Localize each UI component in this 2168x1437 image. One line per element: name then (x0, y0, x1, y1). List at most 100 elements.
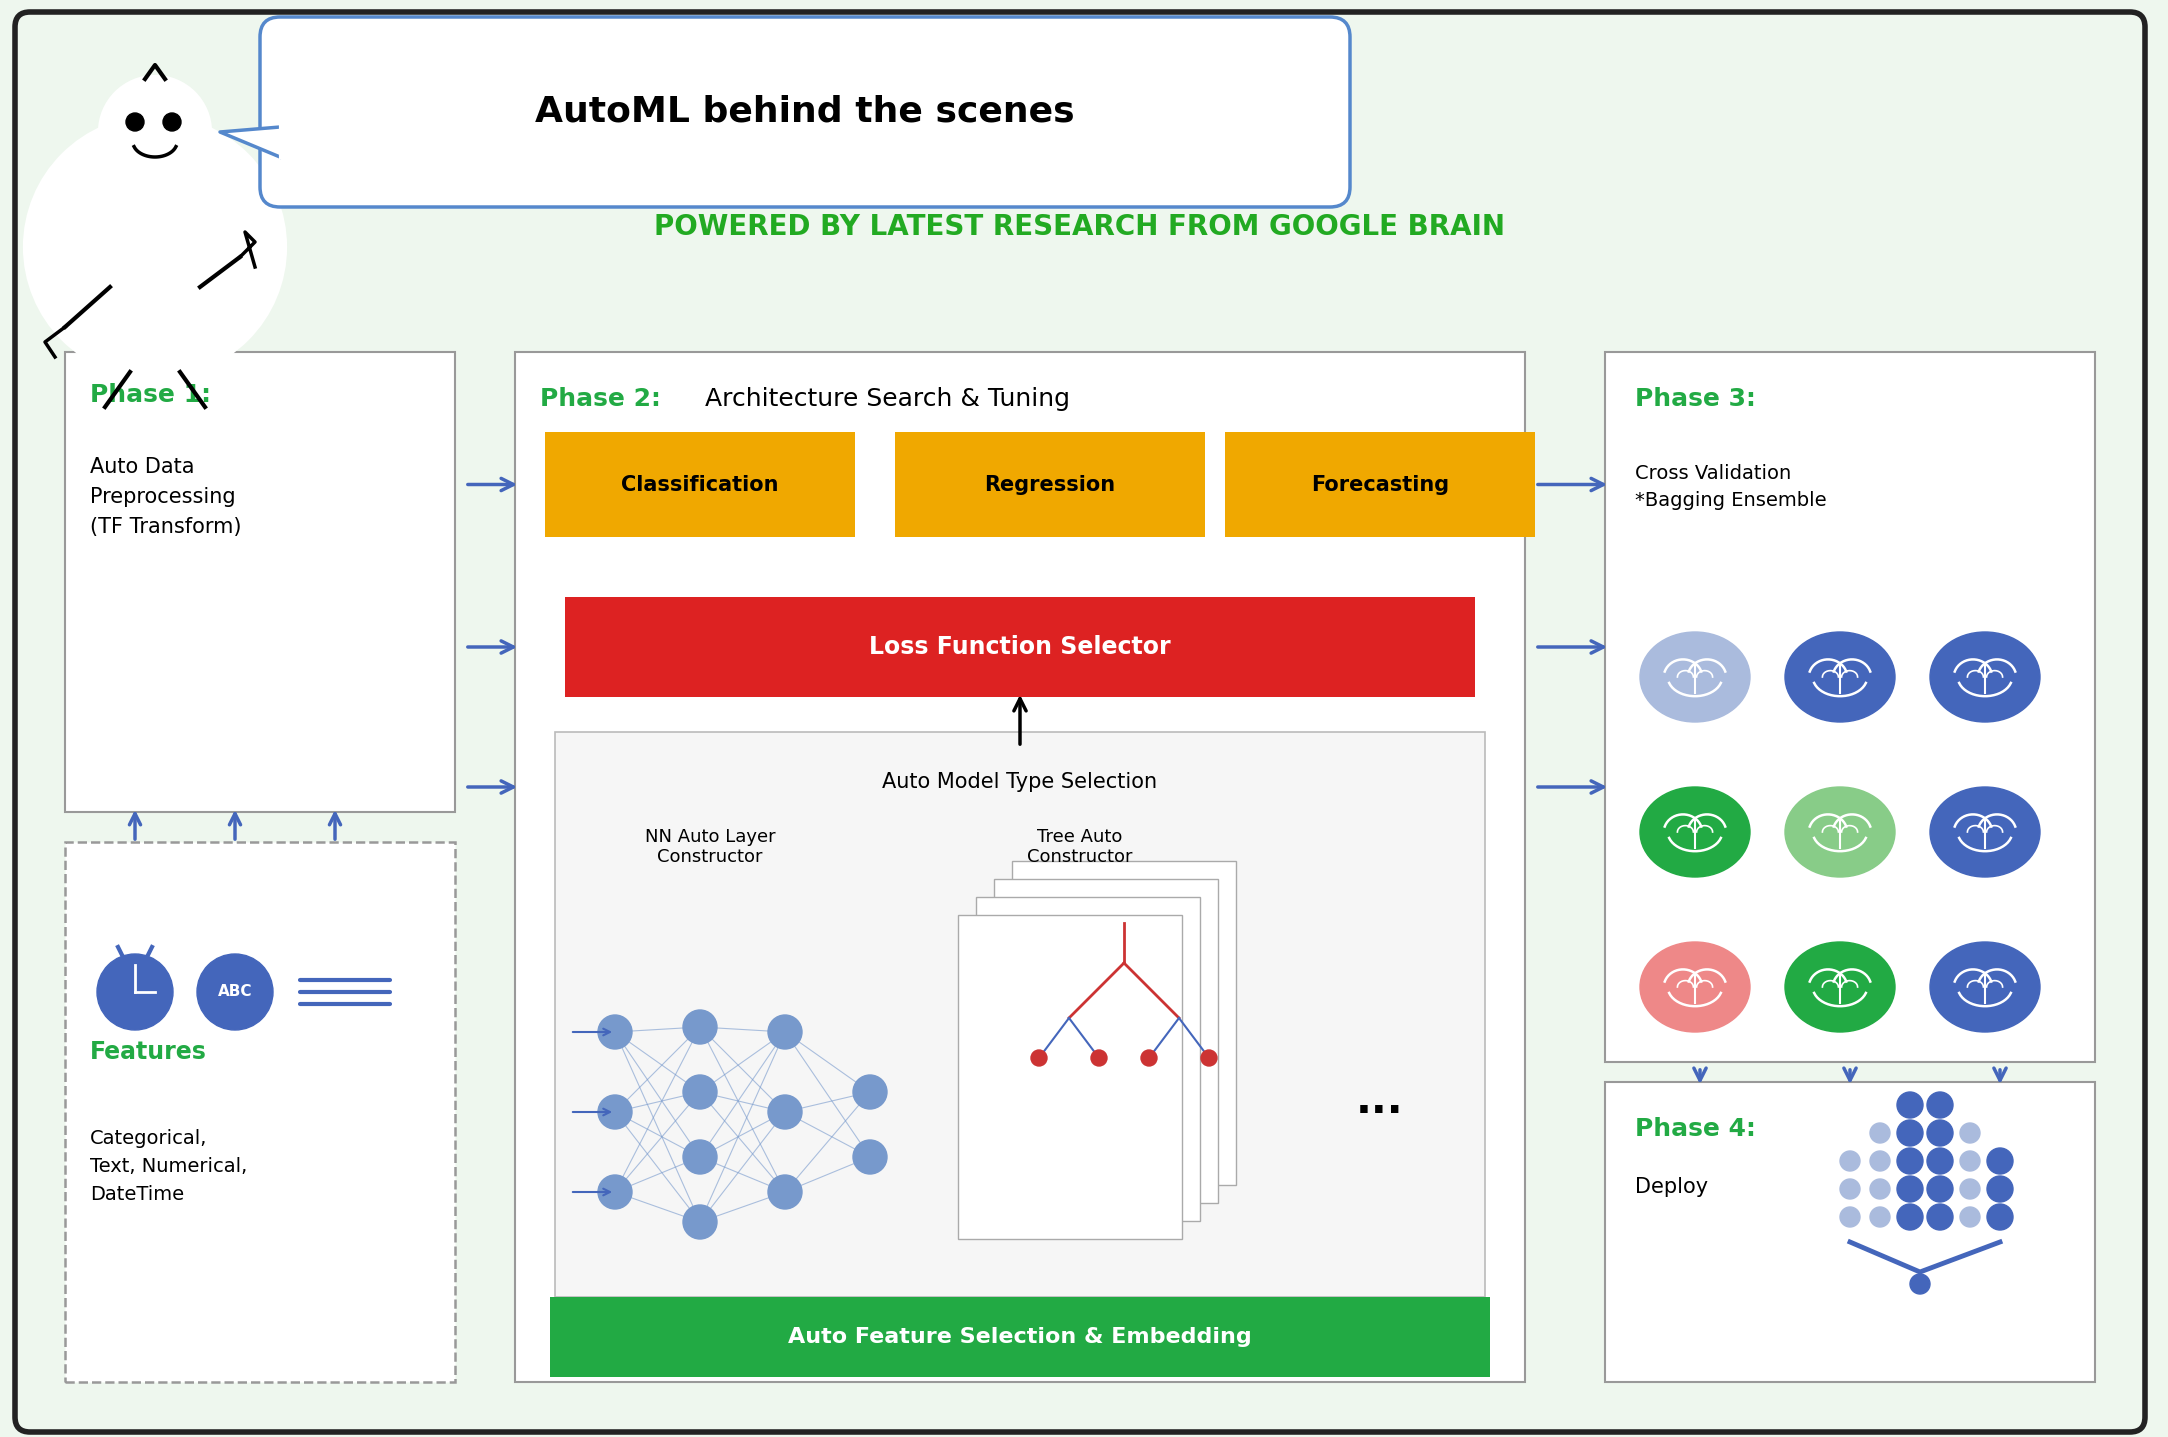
Circle shape (26, 116, 284, 376)
Text: ···: ··· (1357, 1091, 1405, 1132)
Circle shape (1841, 1151, 1860, 1171)
Ellipse shape (1784, 943, 1895, 1032)
Circle shape (683, 1075, 718, 1109)
Circle shape (1871, 1151, 1890, 1171)
Text: Deploy: Deploy (1635, 1177, 1708, 1197)
FancyBboxPatch shape (65, 842, 455, 1382)
Circle shape (163, 114, 180, 131)
Text: Phase 4:: Phase 4: (1635, 1117, 1756, 1141)
Text: Regression: Regression (984, 474, 1117, 494)
Text: ABC: ABC (217, 984, 251, 1000)
Text: POWERED BY LATEST RESEARCH FROM GOOGLE BRAIN: POWERED BY LATEST RESEARCH FROM GOOGLE B… (655, 213, 1505, 241)
Circle shape (1897, 1204, 1923, 1230)
Circle shape (197, 954, 273, 1030)
FancyBboxPatch shape (15, 11, 2144, 1433)
Circle shape (1841, 1178, 1860, 1198)
Text: Classification: Classification (622, 474, 778, 494)
Circle shape (1897, 1148, 1923, 1174)
FancyBboxPatch shape (958, 915, 1182, 1239)
Text: ⚙: ⚙ (1975, 974, 1995, 999)
Text: Categorical,
Text, Numerical,
DateTime: Categorical, Text, Numerical, DateTime (91, 1129, 247, 1204)
Text: Features: Features (91, 1040, 206, 1063)
FancyBboxPatch shape (976, 897, 1201, 1221)
Text: Loss Function Selector: Loss Function Selector (869, 635, 1171, 660)
Text: Architecture Search & Tuning: Architecture Search & Tuning (705, 387, 1071, 411)
Circle shape (852, 1075, 887, 1109)
FancyBboxPatch shape (260, 17, 1351, 207)
Text: ⚙: ⚙ (1685, 821, 1706, 844)
Circle shape (1960, 1122, 1979, 1142)
FancyBboxPatch shape (1604, 1082, 2094, 1382)
Circle shape (1897, 1175, 1923, 1201)
Text: ⚙: ⚙ (1975, 821, 1995, 844)
Text: Forecasting: Forecasting (1312, 474, 1448, 494)
Polygon shape (219, 126, 280, 157)
Text: ⚙: ⚙ (1685, 665, 1706, 688)
Circle shape (98, 954, 173, 1030)
FancyBboxPatch shape (993, 879, 1218, 1203)
FancyBboxPatch shape (895, 433, 1205, 537)
Circle shape (1897, 1119, 1923, 1145)
Circle shape (598, 1015, 633, 1049)
Text: Tree Auto
Constructor: Tree Auto Constructor (1028, 828, 1132, 867)
Circle shape (1897, 1092, 1923, 1118)
Text: ⚙: ⚙ (1830, 974, 1851, 999)
Ellipse shape (1639, 632, 1750, 721)
FancyBboxPatch shape (544, 433, 854, 537)
Text: ⚙: ⚙ (1830, 821, 1851, 844)
Circle shape (1927, 1148, 1953, 1174)
Circle shape (1960, 1178, 1979, 1198)
Circle shape (852, 1140, 887, 1174)
Circle shape (1927, 1204, 1953, 1230)
Circle shape (1988, 1204, 2014, 1230)
Text: Phase 3:: Phase 3: (1635, 387, 1756, 411)
Ellipse shape (1784, 632, 1895, 721)
Ellipse shape (1639, 943, 1750, 1032)
Circle shape (767, 1015, 802, 1049)
Text: Cross Validation
*Bagging Ensemble: Cross Validation *Bagging Ensemble (1635, 464, 1828, 510)
Circle shape (1032, 1050, 1047, 1066)
Circle shape (1091, 1050, 1108, 1066)
Circle shape (1960, 1151, 1979, 1171)
Circle shape (767, 1095, 802, 1129)
Circle shape (1927, 1175, 1953, 1201)
FancyBboxPatch shape (1604, 352, 2094, 1062)
Text: Auto Feature Selection & Embedding: Auto Feature Selection & Embedding (789, 1326, 1251, 1346)
Text: AutoML behind the scenes: AutoML behind the scenes (535, 95, 1075, 129)
Circle shape (1910, 1275, 1930, 1293)
Ellipse shape (1639, 787, 1750, 877)
Circle shape (1927, 1092, 1953, 1118)
Circle shape (683, 1140, 718, 1174)
Circle shape (767, 1175, 802, 1209)
Text: ⚙: ⚙ (1830, 665, 1851, 688)
Circle shape (683, 1206, 718, 1239)
Circle shape (1960, 1207, 1979, 1227)
FancyBboxPatch shape (516, 352, 1524, 1382)
Circle shape (100, 78, 210, 187)
FancyBboxPatch shape (555, 731, 1485, 1298)
Circle shape (1927, 1119, 1953, 1145)
Circle shape (1871, 1207, 1890, 1227)
Circle shape (1871, 1178, 1890, 1198)
Circle shape (598, 1175, 633, 1209)
Text: NN Auto Layer
Constructor: NN Auto Layer Constructor (644, 828, 776, 867)
Ellipse shape (1784, 787, 1895, 877)
Ellipse shape (1930, 632, 2040, 721)
FancyBboxPatch shape (1012, 861, 1236, 1186)
Ellipse shape (1930, 787, 2040, 877)
Circle shape (1871, 1122, 1890, 1142)
FancyBboxPatch shape (551, 1298, 1489, 1377)
Text: Auto Data
Preprocessing
(TF Transform): Auto Data Preprocessing (TF Transform) (91, 457, 241, 536)
Circle shape (598, 1095, 633, 1129)
Text: Phase 1:: Phase 1: (91, 384, 210, 407)
Circle shape (1201, 1050, 1216, 1066)
Text: Auto Model Type Selection: Auto Model Type Selection (882, 772, 1158, 792)
FancyBboxPatch shape (1225, 433, 1535, 537)
Text: Phase 2:: Phase 2: (540, 387, 661, 411)
Circle shape (1841, 1207, 1860, 1227)
Circle shape (1140, 1050, 1158, 1066)
Ellipse shape (1930, 943, 2040, 1032)
Circle shape (126, 114, 143, 131)
FancyBboxPatch shape (566, 596, 1474, 697)
Circle shape (1988, 1175, 2014, 1201)
